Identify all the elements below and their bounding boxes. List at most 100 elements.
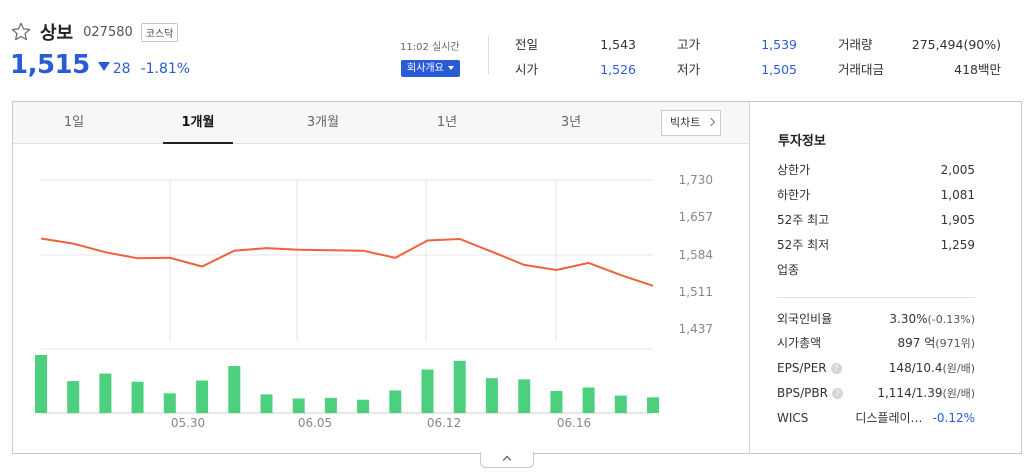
bps-pbr-unit: (원/배) — [942, 387, 975, 400]
volume-bar — [35, 355, 47, 413]
stock-name: 상보 — [40, 23, 74, 44]
low-label: 저가 — [677, 62, 701, 77]
help-question-icon[interactable]: ? — [831, 388, 843, 399]
industry-row: 업종 — [777, 261, 975, 279]
bps-pbr-value: 1,114/1.39 — [877, 386, 943, 400]
upper-limit-row: 상한가 2,005 — [777, 161, 975, 179]
volume-bar — [550, 391, 563, 413]
volume-bar — [421, 369, 434, 413]
wics-change: -0.12% — [932, 411, 975, 425]
volume-label: 거래량 — [838, 37, 873, 52]
volume-bar — [582, 387, 595, 413]
tab-3month[interactable]: 3개월 — [306, 115, 340, 130]
week52-low-row: 52주 최저 1,259 — [777, 236, 975, 254]
open-value: 1,526 — [600, 62, 636, 77]
eps-per-label: EPS/PER — [777, 361, 827, 375]
wics-value[interactable]: 디스플레이… — [855, 411, 923, 425]
price-change: 28 — [112, 61, 131, 77]
foreign-ratio-label: 외국인비율 — [777, 312, 833, 326]
company-overview-button[interactable]: 회사개요 — [401, 60, 460, 77]
volume-bar — [228, 366, 241, 413]
stock-code: 027580 — [83, 24, 133, 40]
favorite-star-icon[interactable] — [10, 21, 32, 43]
market-cap-rank: (971위) — [935, 337, 975, 350]
bps-pbr-row: BPS/PBR? 1,114/1.39(원/배) — [777, 384, 975, 402]
price-row: 1,515 28 -1.81% — [10, 50, 190, 80]
info-title: 투자정보 — [778, 134, 826, 149]
amount-label: 거래대금 — [838, 62, 885, 77]
week52-low-label: 52주 최저 — [777, 238, 830, 252]
week52-high-value: 1,905 — [940, 213, 975, 227]
eps-per-row: EPS/PER? 148/10.4(원/배) — [777, 359, 975, 377]
volume-bar — [163, 393, 176, 413]
down-arrow-icon — [97, 62, 110, 71]
foreign-ratio-row: 외국인비율 3.30%(-0.13%) — [777, 310, 975, 328]
price-chart: 1,730 1,657 1,584 1,511 1,437 05.30 06.05 06.12… — [35, 173, 713, 430]
chart-area: 1일 1개월 3개월 1년 3년 빅차트 1,730 1,657 1,584 1,51… — [13, 102, 749, 453]
volume-bar — [324, 397, 337, 413]
volume-bar — [453, 360, 466, 413]
volume-bar — [389, 390, 402, 413]
volume-bar — [292, 398, 305, 413]
realtime-label: 11:02 실시간 — [400, 42, 460, 53]
amount-value: 418백만 — [954, 62, 1001, 77]
wics-label: WICS — [777, 411, 809, 425]
help-question-icon[interactable]: ? — [830, 363, 842, 374]
industry-label: 업종 — [777, 263, 800, 277]
upper-limit-label: 상한가 — [777, 163, 811, 177]
eps-per-value: 148/10.4 — [888, 361, 943, 375]
x-tick-label: 06.05 — [298, 416, 332, 430]
volume-bar — [485, 378, 498, 413]
price-line — [40, 237, 654, 287]
y-tick-label: 1,657 — [679, 210, 713, 224]
tab-1month[interactable]: 1개월 — [163, 102, 233, 144]
upper-limit-value: 2,005 — [940, 163, 975, 177]
lower-limit-row: 하한가 1,081 — [777, 186, 975, 204]
chevron-right-icon — [706, 117, 716, 127]
volume-bar — [357, 399, 370, 413]
x-tick-label: 05.30 — [171, 416, 205, 430]
market-cap-label: 시가총액 — [777, 336, 822, 350]
header-divider — [488, 36, 489, 74]
low-value: 1,505 — [761, 62, 797, 77]
lower-limit-label: 하한가 — [777, 188, 811, 202]
y-tick-label: 1,437 — [679, 322, 713, 336]
lower-limit-value: 1,081 — [940, 188, 975, 202]
y-tick-label: 1,511 — [679, 285, 713, 299]
tab-1year[interactable]: 1년 — [436, 115, 458, 130]
open-label: 시가 — [515, 62, 539, 77]
week52-high-row: 52주 최고 1,905 — [777, 211, 975, 229]
chart-panel: 1일 1개월 3개월 1년 3년 빅차트 1,730 1,657 1,584 1,51… — [12, 101, 1022, 454]
market-badge: 코스닥 — [140, 22, 179, 42]
market-cap-row: 시가총액 897 억(971위) — [777, 334, 975, 352]
volume-bar — [99, 373, 112, 413]
bps-pbr-label: BPS/PBR — [777, 386, 828, 400]
price-change-pct: -1.81% — [140, 61, 191, 77]
bigchart-button[interactable]: 빅차트 — [661, 110, 721, 136]
volume-bar — [614, 395, 627, 413]
y-tick-label: 1,584 — [679, 248, 713, 262]
volume-bar — [131, 381, 144, 413]
investment-info-panel: 투자정보 상한가 2,005 하한가 1,081 52주 최고 1,905 52… — [749, 102, 1021, 453]
prev-close-label: 전일 — [515, 37, 539, 52]
info-divider — [777, 297, 975, 298]
volume-bar — [67, 381, 80, 413]
collapse-button[interactable] — [480, 452, 534, 468]
tab-3year[interactable]: 3년 — [560, 115, 582, 130]
tab-1day[interactable]: 1일 — [63, 115, 85, 130]
wics-row: WICS 디스플레이… -0.12% — [777, 409, 975, 427]
foreign-ratio-value: 3.30% — [889, 312, 928, 326]
bigchart-label: 빅차트 — [670, 116, 701, 129]
x-tick-label: 06.12 — [427, 416, 461, 430]
chevron-up-icon — [502, 455, 512, 465]
company-overview-label: 회사개요 — [407, 63, 444, 74]
market-cap-value: 897 억 — [897, 336, 936, 350]
volume-value: 275,494(90%) — [911, 37, 1001, 52]
period-tabs: 1일 1개월 3개월 1년 3년 빅차트 — [13, 102, 749, 144]
caret-down-icon — [447, 66, 454, 70]
y-tick-label: 1,730 — [679, 173, 713, 187]
foreign-ratio-change: (-0.13%) — [927, 313, 976, 326]
high-value: 1,539 — [761, 37, 797, 52]
high-label: 고가 — [677, 37, 701, 52]
volume-bar — [518, 379, 531, 413]
